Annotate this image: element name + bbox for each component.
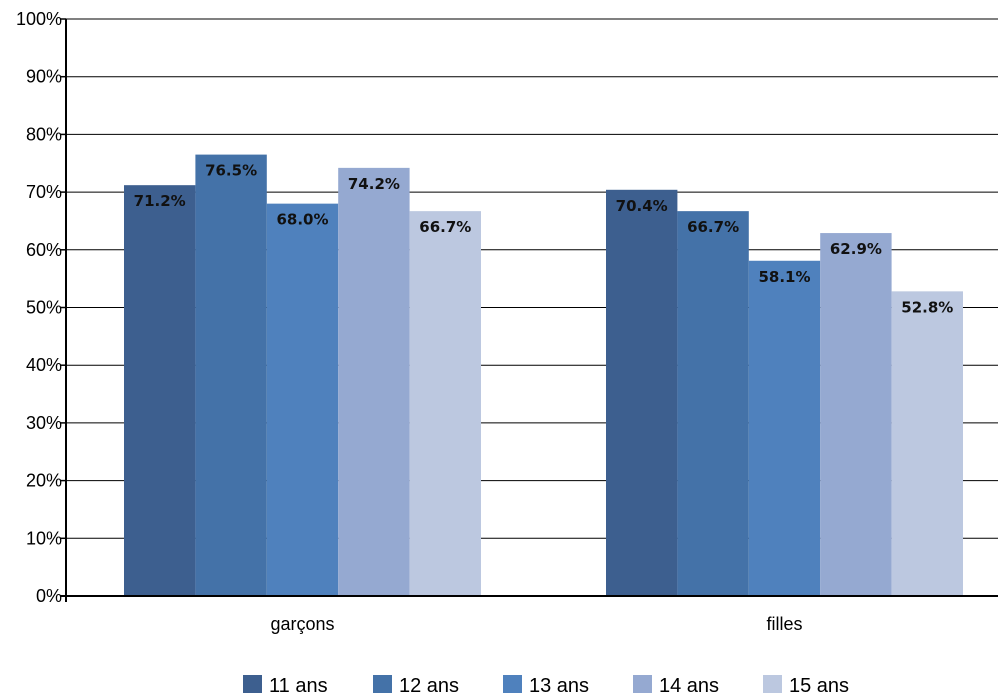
y-tick-label: 40% bbox=[26, 355, 62, 375]
data-label: 76.5% bbox=[205, 162, 257, 180]
bar bbox=[124, 185, 196, 596]
data-label: 70.4% bbox=[616, 197, 668, 215]
y-tick-label: 30% bbox=[26, 413, 62, 433]
y-tick-label: 100% bbox=[16, 9, 62, 29]
bar bbox=[338, 167, 410, 596]
y-tick-label: 20% bbox=[26, 471, 62, 491]
data-label: 68.0% bbox=[276, 211, 328, 229]
legend-label: 14 ans bbox=[659, 675, 719, 693]
legend-swatch bbox=[243, 675, 262, 693]
bar bbox=[820, 233, 892, 596]
y-tick-label: 0% bbox=[36, 586, 62, 606]
bar bbox=[195, 154, 267, 596]
category-label: garçons bbox=[270, 614, 334, 634]
legend-swatch bbox=[633, 675, 652, 693]
data-label: 52.8% bbox=[901, 298, 953, 316]
data-label: 71.2% bbox=[134, 192, 186, 210]
bars: 71.2% 76.5% 68.0% 74.2% 66.7% 70.4% 66.7% 58.1%… bbox=[124, 154, 963, 597]
data-label: 66.7% bbox=[419, 218, 471, 236]
data-label: 58.1% bbox=[758, 268, 810, 286]
axes bbox=[60, 18, 998, 602]
bar bbox=[748, 260, 821, 596]
category-label: filles bbox=[766, 614, 802, 634]
bar bbox=[677, 211, 749, 597]
data-label: 74.2% bbox=[348, 175, 400, 193]
legend: 11 ans 12 ans 13 ans 14 ans 15 ans bbox=[243, 675, 849, 693]
bar bbox=[891, 291, 963, 596]
y-tick-label: 90% bbox=[26, 67, 62, 87]
legend-swatch bbox=[503, 675, 522, 693]
legend-label: 11 ans bbox=[269, 675, 328, 693]
data-label: 66.7% bbox=[687, 218, 739, 236]
y-tick-label: 60% bbox=[26, 240, 62, 260]
y-tick-label: 80% bbox=[26, 124, 62, 144]
data-label: 62.9% bbox=[830, 240, 882, 258]
y-tick-label: 10% bbox=[26, 528, 62, 548]
y-tick-labels: 0% 10% 20% 30% 40% 50% 60% 70% 80% 90% 100% bbox=[16, 9, 62, 606]
legend-swatch bbox=[373, 675, 392, 693]
category-labels: garçons filles bbox=[270, 614, 802, 634]
legend-label: 12 ans bbox=[399, 675, 459, 693]
legend-label: 15 ans bbox=[789, 675, 849, 693]
legend-swatch bbox=[763, 675, 782, 693]
y-tick-label: 50% bbox=[26, 298, 62, 318]
y-tick-label: 70% bbox=[26, 182, 62, 202]
legend-label: 13 ans bbox=[529, 675, 589, 693]
bar bbox=[266, 203, 339, 596]
bar bbox=[409, 211, 481, 597]
bar bbox=[606, 189, 678, 597]
